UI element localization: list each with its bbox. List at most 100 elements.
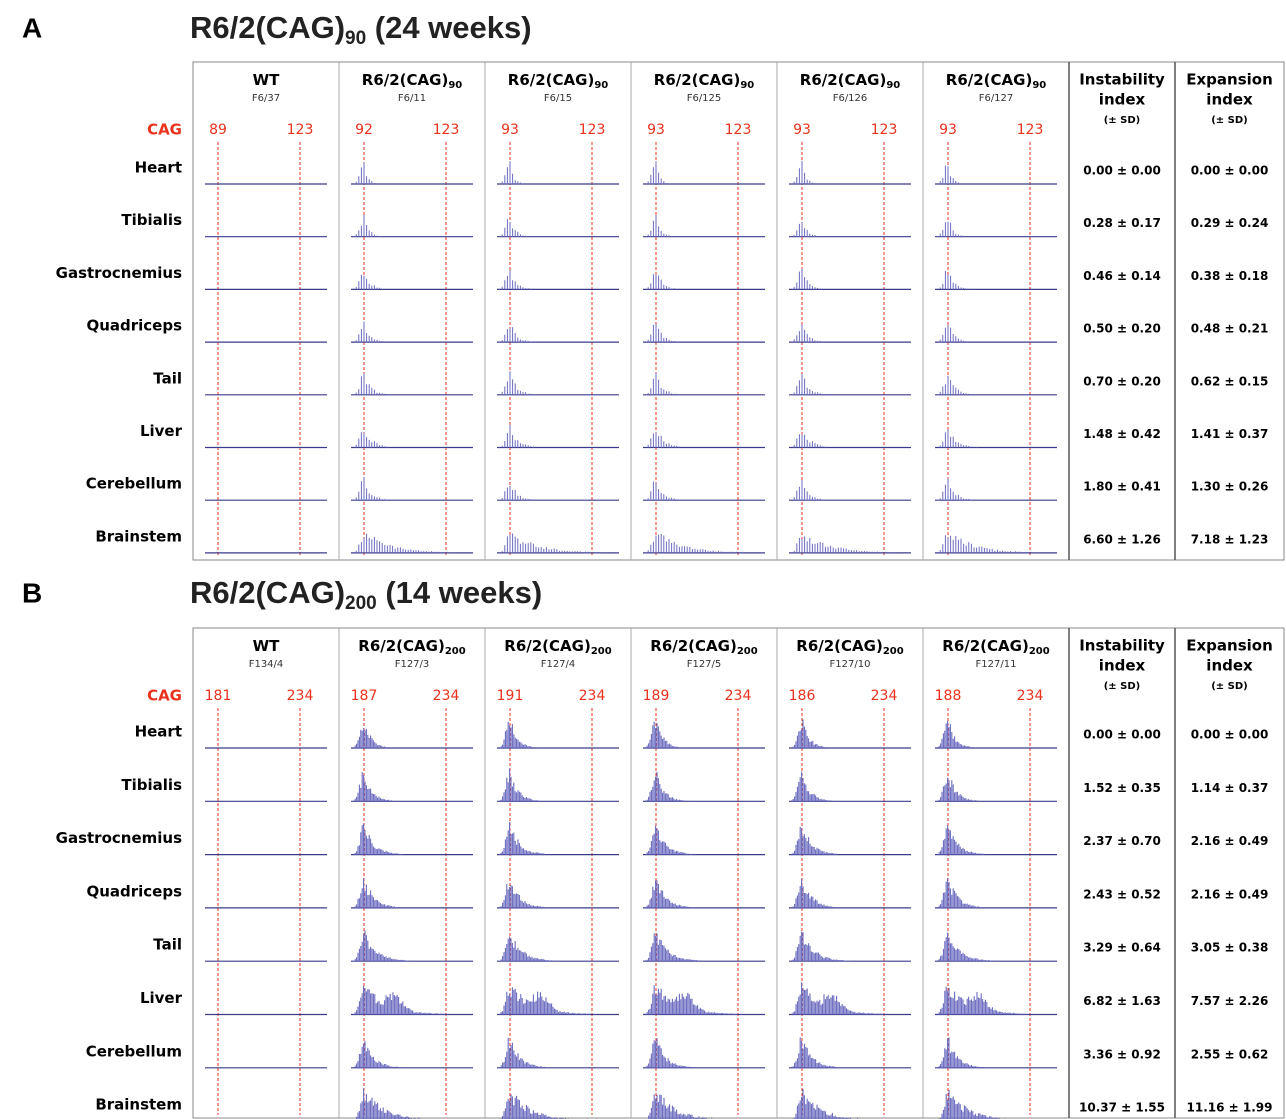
trace	[937, 825, 985, 855]
index-sd: (± SD)	[1104, 115, 1141, 126]
column-name: WT	[253, 71, 281, 89]
trace	[355, 432, 391, 448]
trace	[501, 485, 534, 501]
trace	[937, 932, 995, 962]
instability-value: 2.43 ± 0.52	[1083, 887, 1161, 901]
cag-label: CAG	[147, 687, 182, 705]
expansion-value: 11.16 ± 1.99	[1187, 1101, 1273, 1115]
instability-value: 0.50 ± 0.20	[1083, 322, 1161, 336]
column-name: R6/2(CAG)90	[362, 71, 463, 92]
trace	[647, 274, 678, 290]
panel: B R6/2(CAG)200 (14 weeks)CAGInstabilityin…	[22, 575, 1285, 1119]
tissue-label: Gastrocnemius	[56, 264, 182, 282]
trace	[939, 271, 970, 290]
column-id: F6/15	[544, 93, 572, 104]
column-id: F6/127	[979, 93, 1014, 104]
panel: A R6/2(CAG)90 (24 weeks)CAGInstabilityind…	[22, 10, 1285, 561]
trace	[500, 1094, 572, 1119]
cag-marker-label: 181	[205, 688, 232, 704]
instability-value: 1.52 ± 0.35	[1083, 781, 1161, 795]
trace	[645, 825, 696, 855]
trace	[793, 480, 824, 501]
tissue-label: Heart	[135, 159, 182, 177]
cag-marker-label: 93	[793, 122, 811, 138]
trace	[791, 982, 887, 1015]
column-name-sub: 200	[445, 646, 466, 657]
instability-value: 0.46 ± 0.14	[1083, 269, 1161, 283]
column-name-main: R6/2(CAG)	[650, 637, 737, 655]
trace	[355, 477, 388, 501]
tissue-label: Liver	[140, 422, 183, 440]
trace	[646, 1094, 713, 1119]
trace	[353, 930, 409, 962]
tissue-label: Cerebellum	[86, 475, 182, 493]
trace	[647, 432, 680, 448]
trace	[647, 533, 743, 553]
cag-marker-label: 92	[355, 122, 373, 138]
index-sd: (± SD)	[1211, 115, 1248, 126]
column-name-main: WT	[253, 637, 281, 655]
cag-marker-label: 234	[725, 688, 752, 704]
trace	[939, 535, 1037, 553]
trace	[791, 931, 850, 962]
title-rest: (24 weeks)	[366, 10, 531, 45]
table-border	[192, 61, 1285, 561]
cag-marker-label: 234	[287, 688, 314, 704]
trace	[355, 274, 383, 290]
cag-marker-label: 93	[647, 122, 665, 138]
trace	[499, 721, 537, 748]
trace	[645, 1038, 694, 1068]
title-sub: 200	[345, 593, 377, 614]
trace	[939, 429, 978, 448]
expansion-value: 2.16 ± 0.49	[1191, 887, 1269, 901]
trace	[937, 986, 1028, 1015]
panel-title: R6/2(CAG)90 (24 weeks)	[190, 10, 532, 49]
cag-marker-label: 93	[939, 122, 957, 138]
column-id: F127/5	[687, 659, 722, 670]
cag-marker-label: 186	[789, 688, 816, 704]
trace	[501, 219, 527, 237]
expansion-value: 0.62 ± 0.15	[1191, 374, 1269, 388]
instability-value: 1.80 ± 0.41	[1083, 480, 1161, 494]
column-name: R6/2(CAG)200	[504, 637, 611, 658]
trace	[645, 721, 683, 748]
instability-value: 0.00 ± 0.00	[1083, 164, 1161, 178]
trace	[937, 1037, 986, 1068]
expansion-value: 0.29 ± 0.24	[1191, 216, 1269, 230]
instability-value: 0.70 ± 0.20	[1083, 374, 1161, 388]
instability-value: 10.37 ± 1.55	[1079, 1101, 1165, 1115]
cag-marker-label: 234	[433, 688, 460, 704]
column-name-main: R6/2(CAG)	[946, 71, 1033, 89]
title-main: R6/2(CAG)	[190, 575, 345, 610]
trace	[791, 878, 840, 908]
trace	[793, 434, 829, 448]
cag-marker-label: 189	[643, 688, 670, 704]
tissue-label: Tibialis	[121, 211, 182, 229]
column-id: F134/4	[249, 659, 284, 670]
trace	[791, 1037, 842, 1068]
trace	[937, 878, 985, 908]
column-name: R6/2(CAG)200	[650, 637, 757, 658]
trace	[939, 324, 967, 343]
cag-marker-label: 123	[871, 122, 898, 138]
trace	[938, 1090, 1006, 1119]
instability-value: 0.00 ± 0.00	[1083, 728, 1161, 742]
instability-value: 2.37 ± 0.70	[1083, 834, 1161, 848]
trace	[499, 270, 532, 290]
column-name-main: R6/2(CAG)	[358, 637, 445, 655]
trace	[793, 324, 821, 343]
trace	[647, 481, 680, 501]
cag-marker-label: 93	[501, 122, 519, 138]
column-name-main: R6/2(CAG)	[508, 71, 595, 89]
cag-marker-label: 89	[209, 122, 227, 138]
instability-value: 6.82 ± 1.63	[1083, 994, 1161, 1008]
expansion-value: 2.55 ± 0.62	[1191, 1047, 1269, 1061]
trace	[356, 1088, 422, 1119]
table-border	[192, 627, 1285, 1119]
column-name-sub: 90	[594, 80, 608, 91]
column-name-sub: 90	[1032, 80, 1046, 91]
column-name-main: R6/2(CAG)	[800, 71, 887, 89]
tissue-label: Tail	[153, 936, 182, 954]
column-id: F6/37	[252, 93, 280, 104]
